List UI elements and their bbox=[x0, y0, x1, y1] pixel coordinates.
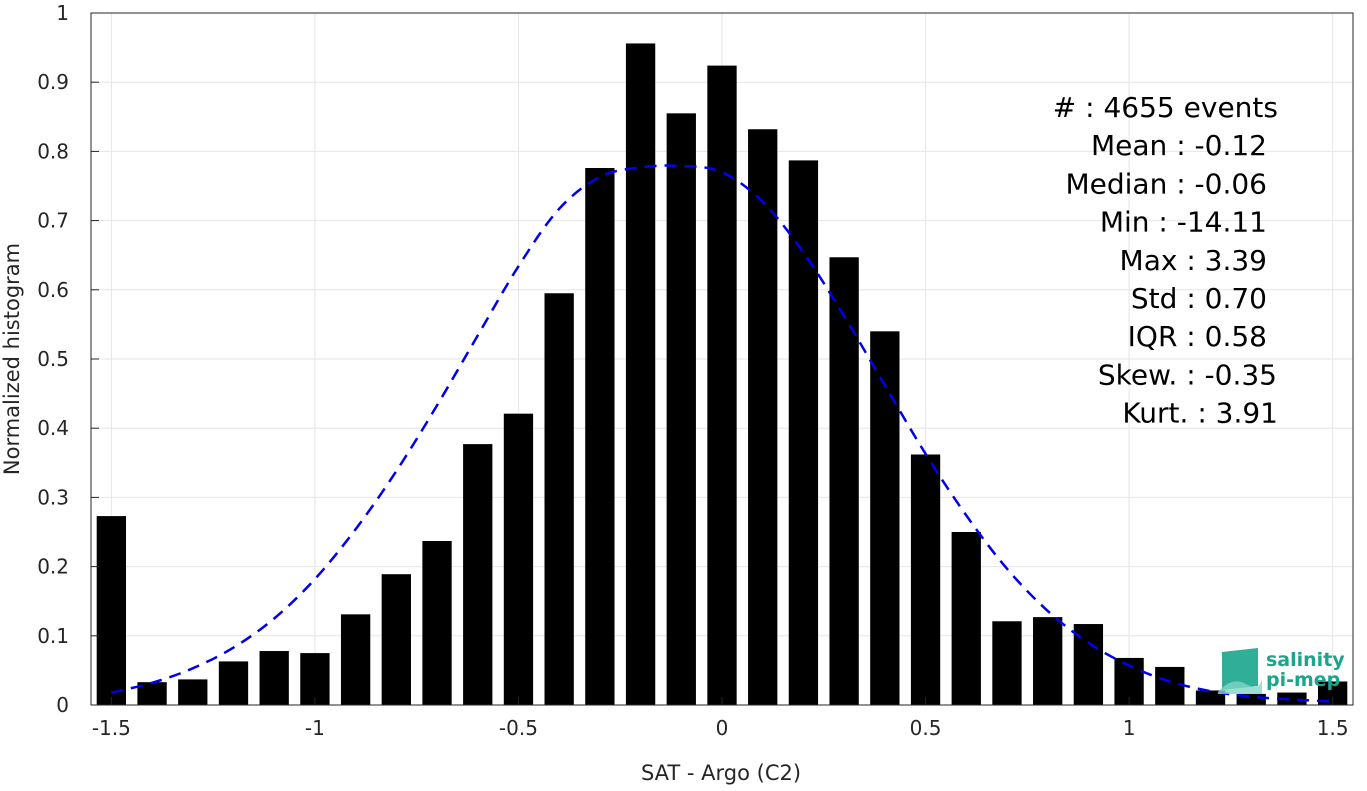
histogram-bar bbox=[829, 257, 859, 705]
x-tick-label: 1.5 bbox=[1317, 716, 1349, 740]
y-tick-label: 1 bbox=[56, 1, 69, 25]
x-tick-label: 1 bbox=[1123, 716, 1136, 740]
histogram-bar bbox=[870, 331, 900, 705]
histogram-bar bbox=[992, 621, 1022, 705]
histogram-bar bbox=[625, 43, 656, 705]
histogram-bar bbox=[381, 574, 411, 705]
stats-line: Median : -0.06 bbox=[1065, 167, 1267, 200]
y-tick-label: 0.5 bbox=[37, 347, 69, 371]
histogram-bar bbox=[951, 532, 981, 705]
stats-line: IQR : 0.58 bbox=[1128, 320, 1267, 353]
histogram-bar bbox=[666, 113, 696, 706]
y-tick-label: 0.7 bbox=[37, 209, 69, 233]
histogram-bar bbox=[1277, 692, 1307, 705]
stats-line: Mean : -0.12 bbox=[1091, 129, 1267, 162]
histogram-bar bbox=[910, 454, 941, 705]
histogram-bar bbox=[788, 160, 819, 705]
histogram-bar bbox=[1155, 666, 1185, 705]
x-axis-label: SAT - Argo (C2) bbox=[641, 761, 801, 785]
x-tick-label: 0.5 bbox=[910, 716, 942, 740]
logo-line2: pi-mep bbox=[1266, 669, 1340, 691]
histogram-bar bbox=[707, 65, 737, 706]
x-tick-label: -1.5 bbox=[92, 716, 131, 740]
stats-line: Std : 0.70 bbox=[1131, 282, 1267, 315]
bars bbox=[96, 43, 1348, 706]
histogram-bar bbox=[137, 682, 167, 705]
y-tick-label: 0 bbox=[56, 693, 69, 717]
stats-line: # : 4655 events bbox=[1053, 91, 1278, 124]
fit-curve bbox=[111, 164, 1333, 703]
stats-line: Min : -14.11 bbox=[1100, 206, 1267, 239]
histogram-bar bbox=[422, 540, 452, 705]
salinity-pi-mep-logo: salinity pi-mep bbox=[1218, 648, 1345, 694]
histogram-bar bbox=[178, 679, 208, 705]
histogram-bar bbox=[1073, 624, 1104, 705]
x-tick-label: -0.5 bbox=[499, 716, 538, 740]
histogram-bar bbox=[463, 444, 493, 705]
histogram-bar bbox=[1317, 681, 1348, 705]
stats-line: Kurt. : 3.91 bbox=[1122, 397, 1278, 430]
x-tick-label: 0 bbox=[716, 716, 729, 740]
histogram-bar bbox=[748, 129, 778, 706]
stats-line: Skew. : -0.35 bbox=[1098, 358, 1277, 391]
x-axis-ticks: -1.5 -1 -0.5 0 0.5 1 1.5 bbox=[92, 697, 1349, 740]
histogram-bar bbox=[340, 614, 371, 705]
y-axis-ticks: 0 0.1 0.2 0.3 0.4 0.5 0.6 0.7 0.8 0.9 1 bbox=[37, 1, 99, 717]
y-tick-label: 0.3 bbox=[37, 485, 69, 509]
stats-line: Max : 3.39 bbox=[1120, 244, 1267, 277]
y-tick-label: 0.4 bbox=[37, 416, 69, 440]
histogram-bar bbox=[259, 651, 289, 705]
histogram-bar bbox=[544, 293, 574, 705]
y-tick-label: 0.9 bbox=[37, 70, 69, 94]
histogram-bar bbox=[503, 413, 534, 705]
y-axis-label: Normalized histogram bbox=[0, 243, 24, 475]
y-tick-label: 0.2 bbox=[37, 555, 69, 579]
histogram-bar bbox=[585, 168, 615, 705]
logo-icon bbox=[1222, 648, 1258, 690]
y-tick-label: 0.1 bbox=[37, 624, 69, 648]
y-tick-label: 0.8 bbox=[37, 139, 69, 163]
histogram-bar bbox=[1236, 693, 1266, 705]
x-tick-label: -1 bbox=[305, 716, 325, 740]
histogram-bar bbox=[1195, 690, 1226, 705]
stats-box: # : 4655 events Mean : -0.12 Median : -0.0… bbox=[1053, 91, 1278, 430]
logo-icon-wave bbox=[1218, 678, 1262, 694]
logo-line1: salinity bbox=[1266, 649, 1345, 671]
histogram-bar bbox=[1033, 617, 1063, 705]
y-tick-label: 0.6 bbox=[37, 278, 69, 302]
histogram-bar bbox=[96, 516, 127, 705]
histogram-bar bbox=[300, 653, 330, 705]
histogram-bar bbox=[218, 661, 249, 705]
